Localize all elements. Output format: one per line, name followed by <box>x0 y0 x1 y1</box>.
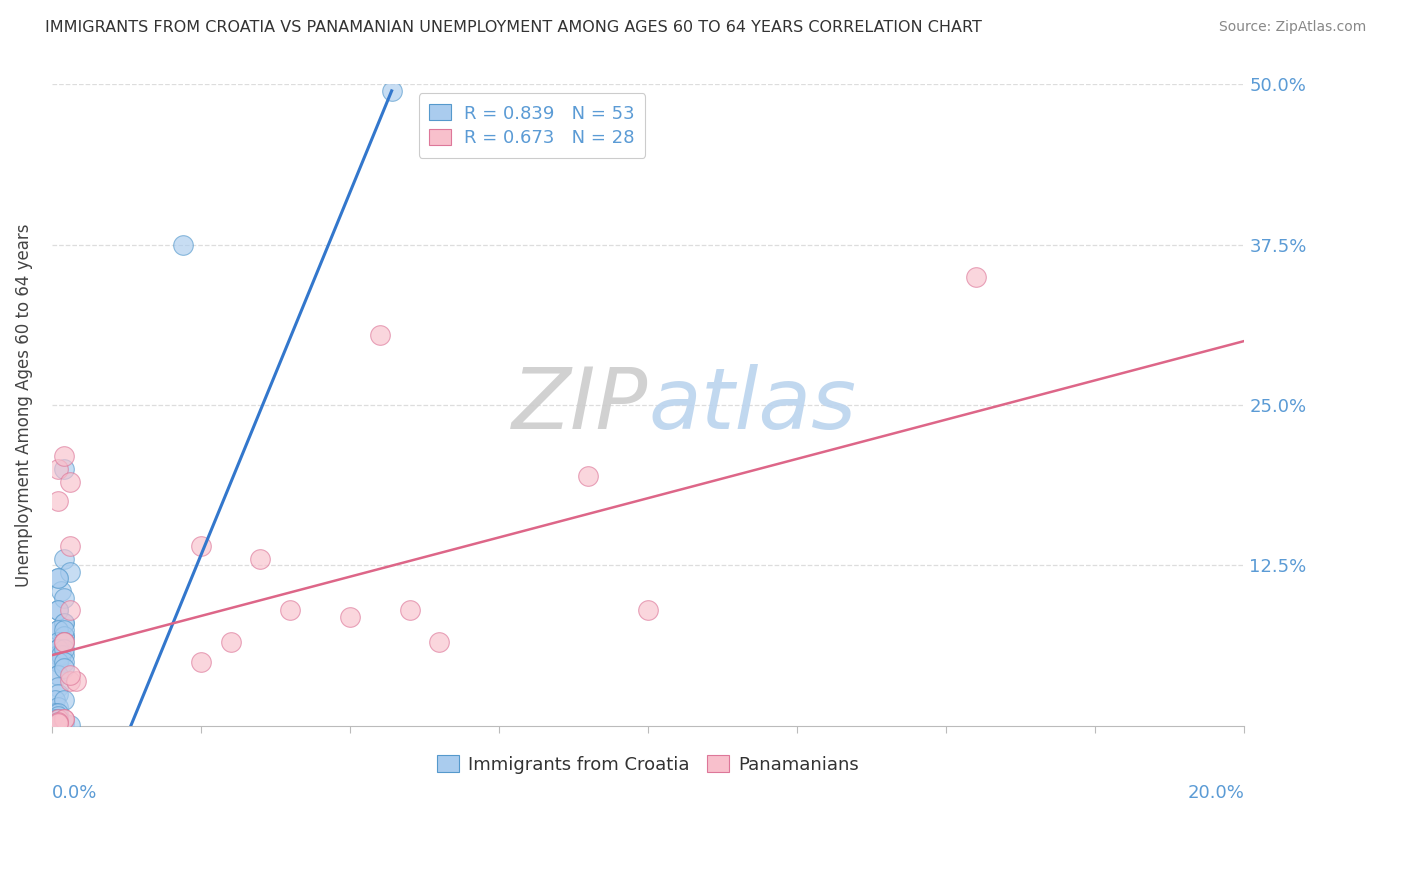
Point <box>46 667 69 681</box>
Point <box>46 714 69 729</box>
Point <box>578 468 600 483</box>
Point <box>59 717 82 731</box>
Text: 20.0%: 20.0% <box>1188 783 1244 802</box>
Point <box>59 673 82 688</box>
Point <box>52 713 75 727</box>
Point <box>52 616 75 631</box>
Point <box>368 327 391 342</box>
Point <box>637 603 659 617</box>
Point <box>190 655 212 669</box>
Point <box>52 648 75 663</box>
Point <box>339 609 361 624</box>
Point <box>52 462 75 476</box>
Text: ZIP: ZIP <box>512 364 648 447</box>
Point <box>46 571 69 585</box>
Point <box>52 623 75 637</box>
Text: atlas: atlas <box>648 364 856 447</box>
Point <box>59 565 82 579</box>
Point <box>52 552 75 566</box>
Point <box>965 269 987 284</box>
Legend: Immigrants from Croatia, Panamanians: Immigrants from Croatia, Panamanians <box>430 748 866 780</box>
Point <box>46 706 69 720</box>
Point <box>44 706 66 720</box>
Point <box>46 714 69 729</box>
Point <box>381 84 404 98</box>
Point <box>46 648 69 663</box>
Point <box>52 716 75 731</box>
Point <box>46 687 69 701</box>
Point <box>46 655 69 669</box>
Point <box>46 635 69 649</box>
Point <box>44 693 66 707</box>
Point <box>44 717 66 731</box>
Point <box>46 713 69 727</box>
Point <box>49 648 72 663</box>
Point <box>49 584 72 599</box>
Point <box>46 655 69 669</box>
Point <box>46 623 69 637</box>
Y-axis label: Unemployment Among Ages 60 to 64 years: Unemployment Among Ages 60 to 64 years <box>15 223 32 587</box>
Point <box>46 494 69 508</box>
Point <box>52 661 75 675</box>
Point <box>65 673 87 688</box>
Point <box>46 713 69 727</box>
Point <box>46 641 69 656</box>
Text: 0.0%: 0.0% <box>52 783 97 802</box>
Point <box>172 237 194 252</box>
Point <box>46 641 69 656</box>
Point <box>52 655 75 669</box>
Point <box>398 603 420 617</box>
Point <box>46 699 69 714</box>
Point <box>249 552 271 566</box>
Point <box>46 714 69 729</box>
Point <box>46 708 69 723</box>
Point <box>52 616 75 631</box>
Point <box>52 713 75 727</box>
Point <box>427 635 450 649</box>
Point <box>52 450 75 464</box>
Point <box>59 475 82 489</box>
Point <box>46 571 69 585</box>
Point <box>278 603 301 617</box>
Text: Source: ZipAtlas.com: Source: ZipAtlas.com <box>1219 20 1367 34</box>
Text: IMMIGRANTS FROM CROATIA VS PANAMANIAN UNEMPLOYMENT AMONG AGES 60 TO 64 YEARS COR: IMMIGRANTS FROM CROATIA VS PANAMANIAN UN… <box>45 20 981 35</box>
Point <box>59 539 82 553</box>
Point <box>44 716 66 731</box>
Point <box>46 681 69 695</box>
Point <box>46 716 69 731</box>
Point <box>46 717 69 731</box>
Point <box>52 635 75 649</box>
Point <box>52 629 75 643</box>
Point <box>46 603 69 617</box>
Point <box>46 623 69 637</box>
Point <box>46 716 69 731</box>
Point <box>52 635 75 649</box>
Point <box>59 603 82 617</box>
Point <box>52 635 75 649</box>
Point <box>52 591 75 605</box>
Point <box>46 641 69 656</box>
Point <box>44 713 66 727</box>
Point <box>46 667 69 681</box>
Point <box>46 635 69 649</box>
Point <box>59 667 82 681</box>
Point <box>46 462 69 476</box>
Point <box>52 629 75 643</box>
Point <box>52 693 75 707</box>
Point <box>52 641 75 656</box>
Point <box>190 539 212 553</box>
Point <box>219 635 242 649</box>
Point <box>46 717 69 731</box>
Point <box>46 603 69 617</box>
